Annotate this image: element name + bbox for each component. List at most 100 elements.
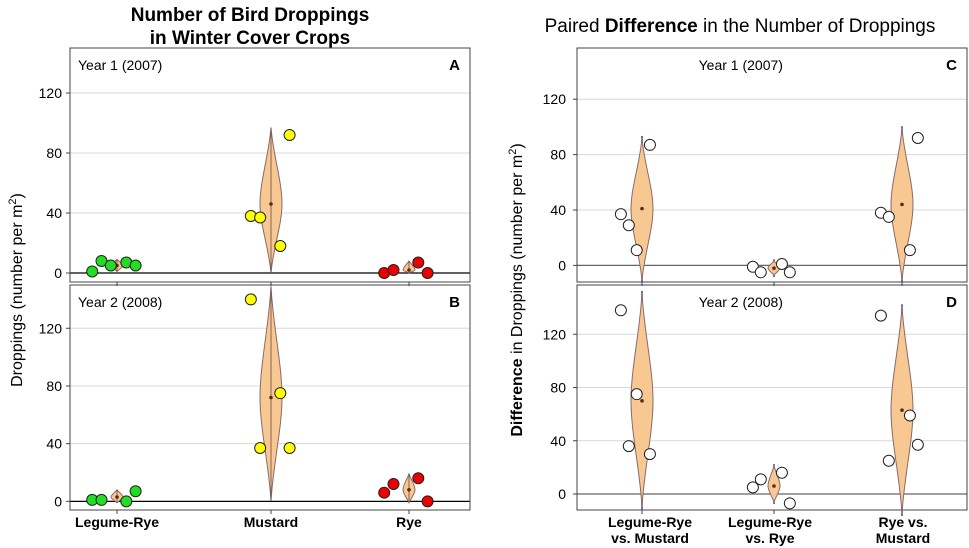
y-tick-label: 40 [46,205,62,221]
y-tick-label: 120 [39,85,63,101]
data-point [622,440,635,453]
data-point [254,441,267,454]
mean-marker [407,488,411,492]
data-point [630,244,643,257]
panel-frame [69,47,471,283]
panel-a-year1-droppings: 0 40 80 120 Year 1 (2007) A [39,47,471,286]
panel-letter: D [946,294,957,311]
right-xtick-label-line2: vs. Rye [745,530,794,546]
right-xtick-label-line1: Legume-Rye [608,514,692,530]
data-point [244,293,257,306]
data-point [903,244,916,257]
left-xtick-label: Legume-Rye [75,514,159,530]
data-point [421,495,434,508]
left-title-line2: in Winter Cover Crops [150,28,350,49]
data-point [754,473,767,486]
panel-frame [69,284,471,511]
panel-frame [576,284,968,511]
y-tick-label: 120 [543,326,567,342]
right-title: Paired Difference in the Number of Dropp… [545,16,936,37]
data-point [274,387,287,400]
data-point [874,309,887,322]
data-point [274,240,287,252]
y-tick-label: 120 [543,91,567,107]
left-ylabel-main: Droppings (number per m [9,205,26,387]
data-point [421,267,434,279]
data-point [783,266,796,279]
y-tick-label: 40 [550,433,566,449]
panel-letter: A [449,57,460,74]
left-xtick-label: Rye [396,514,422,530]
y-tick-label: 80 [550,147,566,163]
panel-frame [576,47,968,283]
data-point [283,441,296,454]
panel-year-title: Year 2 (2008) [78,294,162,310]
y-tick-label: 0 [558,486,566,502]
panel-year-title: Year 1 (2007) [699,57,783,73]
data-point [86,265,99,278]
data-point [643,138,656,151]
data-point [775,258,788,270]
y-tick-label: 0 [54,493,62,509]
data-point [882,454,895,467]
panel-c-year1-difference: 0 40 80 120 Year 1 (2007) C [543,47,968,286]
left-ylabel-close: ) [9,193,26,198]
panel-b-year2-droppings: 0 40 80 120 Year 2 (2008) B [39,284,471,514]
right-title-bold: Difference [605,16,698,37]
data-point [882,210,895,223]
data-point [903,409,916,422]
y-tick-label: 40 [46,436,62,452]
y-tick-label: 0 [558,257,566,273]
data-point [95,493,108,506]
mean-marker [640,206,644,211]
right-xtick-label-line1: Rye vs. [878,514,927,530]
y-tick-label: 0 [54,265,62,281]
data-point [614,208,627,221]
data-point [378,486,391,499]
right-xtick-label-line1: Legume-Rye [728,514,812,530]
panel-letter: C [946,57,957,74]
data-point [746,481,759,494]
data-point [643,448,656,461]
y-tick-label: 80 [46,145,62,161]
mean-marker [269,395,273,400]
data-point [630,388,643,401]
right-ylabel-pre: in Droppings (number per m [509,155,526,359]
data-point [104,259,117,272]
mean-marker [900,408,904,412]
left-y-axis-label: Droppings (number per m2) [7,193,26,387]
left-xtick-label: Mustard [244,514,298,530]
y-tick-label: 120 [39,320,63,336]
data-point [775,466,788,479]
mean-marker [772,484,776,488]
data-point [911,132,924,144]
right-ylabel-bold: Difference [509,358,526,436]
panel-d-year2-difference: 0 40 80 120 Year 2 (2008) D [543,284,968,516]
mean-marker [772,266,776,270]
mean-marker [640,399,644,403]
data-point [120,495,133,508]
panel-year-title: Year 2 (2008) [699,294,783,310]
data-point [412,472,425,485]
data-point [387,264,400,276]
right-title-pre: Paired [545,16,605,37]
right-xtick-label-line2: Mustard [876,530,930,546]
y-tick-label: 80 [550,380,566,396]
data-point [254,211,267,224]
y-tick-label: 40 [550,202,566,218]
right-title-post: in the Number of Droppings [698,16,936,37]
mean-marker [900,202,904,207]
right-y-axis-label: Difference in Droppings (number per m2) [507,143,526,436]
data-point [412,256,425,269]
data-point [129,259,142,272]
right-ylabel-sup: 2 [507,149,519,155]
mean-marker [269,202,273,206]
data-point [622,219,635,232]
left-title-line1: Number of Bird Droppings [131,5,370,26]
right-ylabel-close: ) [509,143,526,148]
mean-marker [115,495,119,499]
data-point [911,438,924,451]
mean-marker [407,268,411,272]
panel-letter: B [449,294,460,311]
